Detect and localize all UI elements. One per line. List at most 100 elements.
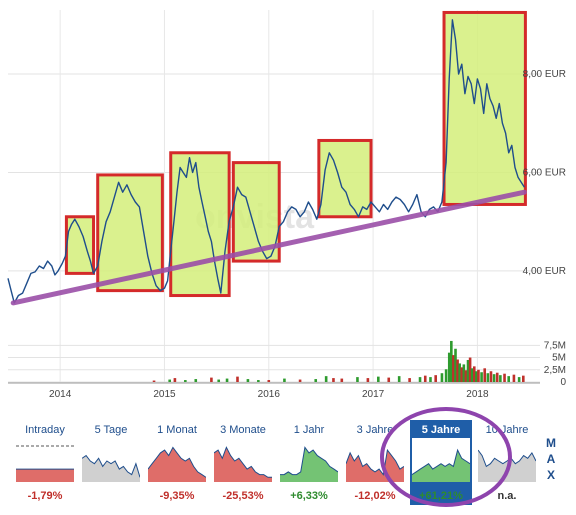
volume-bar [236,376,239,382]
volume-bar [462,364,466,382]
volume-y-ticks: 7,5M 5M2,5M0 [544,340,567,388]
x-axis-ticks: 2014 2015 2016 2017 2018 [49,389,489,400]
volume-bar [194,379,198,382]
period-tab-label: 3 Monate [220,424,266,436]
volume-bar [492,374,496,382]
sparkline-area [280,447,338,482]
price-tick-label: 4,00 EUR [523,266,566,277]
period-tab-label: Intraday [25,424,65,436]
annotation-box-3 [169,151,231,298]
sparkline-area [82,455,140,482]
volume-bar [298,379,302,382]
period-tab[interactable]: 3 Jahre -12,02% [344,420,406,505]
volume-bar [499,375,502,382]
sparkline-line [148,446,206,478]
period-tab[interactable]: 3 Monate -25,53% [212,420,274,505]
period-tab[interactable]: Intraday -1,79% [14,420,76,505]
volume-bar [517,377,521,382]
period-tab-sparkline [214,438,272,482]
support-trendline [10,189,527,306]
price-y-ticks: 4,00 EUR 6,00 EUR 8,00 EUR [523,69,566,277]
period-tab-sparkline [280,438,338,482]
period-tab-label: 5 Jahre [421,424,461,436]
sparkline-area [412,450,470,482]
volume-bar [450,340,453,382]
volume-bar [267,380,271,382]
price-series-line [7,19,525,304]
volume-bar [456,359,459,382]
year-tick-label: 2016 [258,389,281,400]
volume-bar [489,371,493,382]
volume-bar [522,375,525,382]
volume-chart [152,340,525,382]
sparkline-area [16,469,74,482]
volume-bar [470,368,474,382]
volume-bar [475,371,478,382]
volume-bar [332,378,335,382]
max-letter-m: M [546,436,556,450]
period-tab-label: 3 Jahre [356,424,394,436]
period-tab-label: 1 Jahr [293,424,325,436]
volume-bar [507,376,511,382]
volume-bar [210,377,213,382]
volume-bar [225,378,229,382]
volume-bar [452,355,455,382]
volume-bar [460,367,464,382]
volume-bar [480,372,483,382]
period-tab-sparkline [16,438,74,482]
volume-bar [464,370,468,382]
volume-bar [387,377,391,382]
period-tab-change: +61,21% [419,490,463,502]
volume-bar [283,378,286,382]
volume-bar [246,379,250,382]
period-tab-label: 5 Tage [94,424,128,436]
volume-bar [356,377,359,382]
volume-bar [366,378,370,382]
volume-bar [184,380,187,382]
period-tab-change: -25,53% [222,490,264,502]
volume-bar [434,375,437,382]
volume-bar [257,380,260,382]
sparkline-line [412,448,470,476]
volume-bar [168,379,171,382]
volume-bar [466,360,470,382]
price-line [7,19,525,304]
period-tab-label: 1 Monat [157,424,197,436]
max-period-link[interactable]: M A X [544,435,558,483]
period-tab-change: n.a. [497,490,517,502]
volume-bar [454,348,457,382]
year-tick-label: 2018 [466,389,489,400]
max-letter-a: A [546,452,556,466]
period-tab[interactable]: 1 Jahr +6,33% [278,420,340,505]
volume-bar [444,369,448,382]
volume-bar [495,372,499,382]
sparkline-line [478,449,536,468]
period-tab[interactable]: 5 Tage [80,420,142,505]
volume-bar [314,379,318,382]
trendline [10,189,527,306]
period-tab-sparkline [148,438,206,482]
volume-bar [440,373,444,382]
sparkline-area [346,450,404,482]
year-tick-label: 2015 [153,389,176,400]
volume-bar [423,375,427,382]
period-tab[interactable]: 5 Jahre +61,21% [410,420,472,505]
period-tab-sparkline [82,438,140,482]
volume-bar [447,352,451,382]
volume-tick-label: 5M [552,353,566,364]
volume-tick-label: 2,5M [544,365,566,376]
year-tick-label: 2014 [49,389,72,400]
volume-bar [408,378,411,382]
period-tab[interactable]: 1 Monat -9,35% [146,420,208,505]
volume-bar [477,369,480,382]
volume-bar [458,363,461,382]
volume-bar [377,376,380,382]
price-tick-label: 8,00 EUR [523,69,566,80]
volume-bar [340,378,344,382]
volume-bar [468,357,472,382]
sparkline-line [214,446,272,478]
highlight-circle [380,407,512,507]
volume-bar [152,380,156,382]
volume-bar [503,373,506,382]
